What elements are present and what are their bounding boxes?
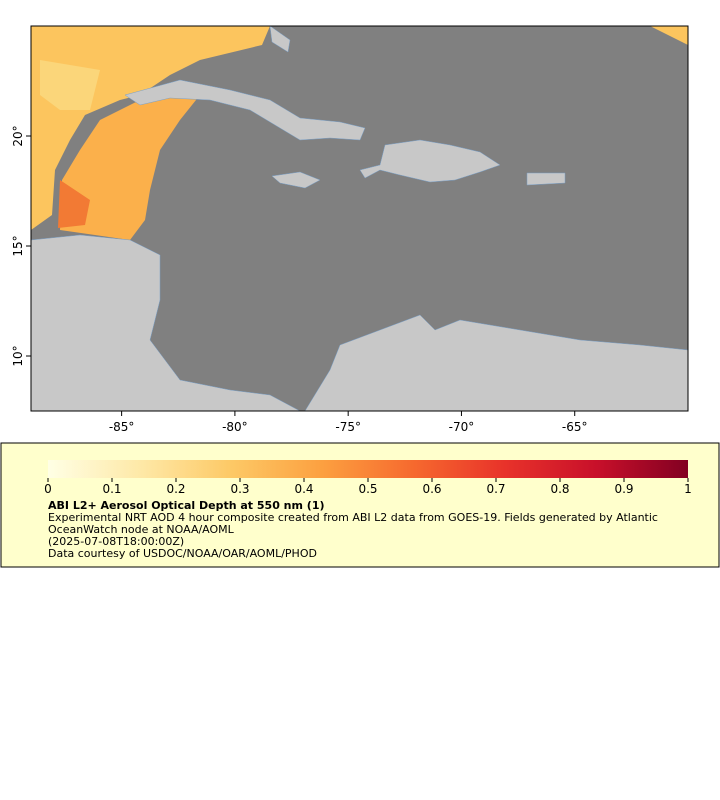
colorbar-tick-label: 0 [44, 482, 52, 496]
x-tick-label: -70° [449, 420, 475, 434]
x-tick-label: -75° [335, 420, 361, 434]
y-tick-label: 20° [11, 125, 25, 146]
legend-credit: Data courtesy of USDOC/NOAA/OAR/AOML/PHO… [48, 547, 317, 560]
land [30, 25, 689, 412]
legend-description: Experimental NRT AOD 4 hour composite cr… [48, 511, 658, 536]
x-tick-label: -80° [222, 420, 248, 434]
colorbar-tick-label: 0.7 [486, 482, 505, 496]
legend-time: (2025-07-08T18:00:00Z) [48, 535, 185, 548]
colorbar-tick-label: 0.1 [102, 482, 121, 496]
y-tick-label: 15° [11, 235, 25, 256]
colorbar-tick-label: 0.2 [166, 482, 185, 496]
x-tick-label: -85° [109, 420, 135, 434]
y-tick-label: 10° [11, 345, 25, 366]
colorbar-tick-label: 1 [684, 482, 692, 496]
colorbar-tick-label: 0.8 [550, 482, 569, 496]
colorbar-tick-label: 0.5 [358, 482, 377, 496]
colorbar-tick-label: 0.6 [422, 482, 441, 496]
x-tick-label: -65° [562, 420, 588, 434]
legend-text: ABI L2+ Aerosol Optical Depth at 550 nm … [48, 500, 688, 560]
colorbar-tick-label: 0.3 [230, 482, 249, 496]
colorbar-tick-label: 0.9 [614, 482, 633, 496]
colorbar [48, 460, 688, 478]
legend-title: ABI L2+ Aerosol Optical Depth at 550 nm … [48, 499, 325, 512]
map-frame [30, 25, 689, 412]
colorbar-tick-label: 0.4 [294, 482, 313, 496]
